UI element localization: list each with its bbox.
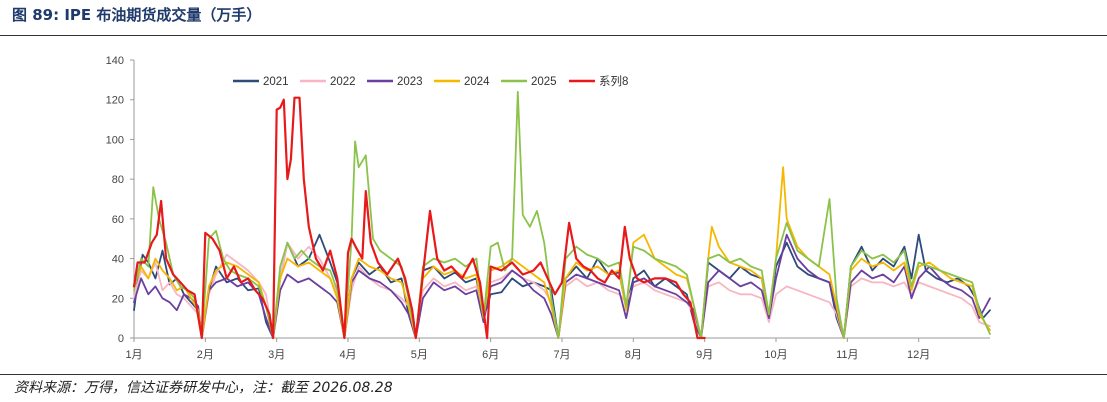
x-tick-label: 10月 (764, 349, 787, 361)
x-tick-label: 1月 (125, 349, 142, 361)
y-tick-label: 60 (112, 214, 124, 226)
y-tick-label: 20 (112, 293, 124, 305)
y-tick-label: 120 (106, 95, 124, 107)
y-tick-label: 40 (112, 254, 124, 266)
top-rule (0, 35, 1107, 36)
chart-series (132, 90, 991, 340)
x-tick-label: 4月 (339, 349, 356, 361)
legend-label: 2022 (330, 76, 356, 88)
chart-legend: 2021 2022 2023 2024 2025 系列8 (233, 74, 628, 88)
y-tick-label: 100 (106, 134, 124, 146)
volume-line-chart: 0 20 40 60 80 100 120 140 1月 2月 3月 4月 5月 6月 7月 8月 9月 10月 1… (106, 55, 991, 361)
y-tick-label: 140 (106, 55, 124, 67)
legend-label: 系列8 (599, 74, 628, 88)
legend-label: 2024 (464, 76, 490, 88)
x-tick-label: 3月 (268, 349, 285, 361)
x-tick-label: 2月 (197, 349, 214, 361)
x-tick-label: 12月 (907, 349, 930, 361)
x-tick-label: 6月 (482, 349, 499, 361)
y-tick-label: 80 (112, 174, 124, 186)
legend-label: 2021 (263, 76, 289, 88)
x-tick-label: 9月 (696, 349, 713, 361)
figure-title: 图 89: IPE 布油期货成交量（万手） (12, 6, 262, 24)
x-tick-label: 5月 (411, 349, 428, 361)
chart-axes: 0 20 40 60 80 100 120 140 1月 2月 3月 4月 5月 6月 7月 8月 9月 10月 1… (106, 55, 990, 361)
series-line-3 (133, 166, 991, 339)
y-tick-label: 0 (118, 333, 124, 345)
series-line-5 (132, 96, 706, 340)
source-note: 资料来源：万得，信达证券研发中心，注：截至 2026.08.28 (14, 380, 393, 396)
bottom-rule (0, 374, 1107, 375)
series-line-4 (133, 90, 991, 339)
legend-label: 2025 (531, 76, 557, 88)
legend-label: 2023 (397, 76, 423, 88)
x-tick-label: 11月 (836, 349, 858, 361)
x-tick-label: 8月 (625, 349, 642, 361)
x-tick-label: 7月 (553, 349, 570, 361)
